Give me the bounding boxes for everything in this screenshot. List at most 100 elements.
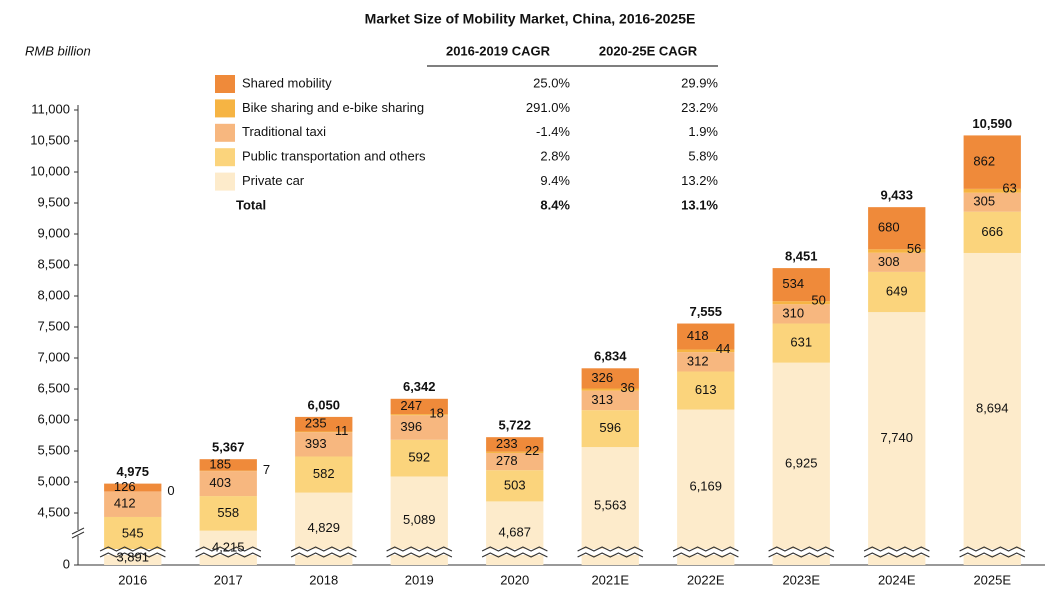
- value-label: 396: [400, 419, 422, 434]
- bar-segment: [295, 416, 353, 432]
- x-tick-label: 2024E: [878, 572, 916, 587]
- axis-break: [71, 531, 85, 539]
- value-label: 4,687: [498, 525, 531, 540]
- bar-segment: [677, 323, 735, 350]
- bar-segment: [677, 352, 735, 372]
- cagr-value: 25.0%: [533, 75, 570, 90]
- y-tick-label: 7,500: [37, 318, 70, 333]
- value-label: 5,563: [594, 497, 627, 512]
- bar-segment: [104, 516, 162, 551]
- bar-break: [481, 546, 548, 552]
- bar-break-gap: [864, 549, 930, 555]
- y-tick-label: 10,500: [30, 132, 70, 147]
- bar-break: [959, 546, 1026, 552]
- y-tick-label: 0: [63, 556, 70, 571]
- total-label: 6,342: [403, 379, 436, 394]
- bar-segment: [486, 470, 544, 502]
- value-label: 503: [504, 477, 526, 492]
- bar-segment: [772, 304, 830, 324]
- bar-break: [672, 546, 739, 552]
- x-tick-label: 2020: [500, 572, 529, 587]
- legend-swatch: [215, 75, 235, 93]
- bar-break-gap: [195, 549, 261, 555]
- value-label: 6,169: [689, 479, 722, 494]
- bar-break-gap: [577, 549, 643, 555]
- value-label: 3,891: [116, 549, 149, 564]
- bar-segment: [390, 439, 448, 477]
- value-label: 558: [217, 505, 239, 520]
- value-label: 36: [620, 380, 634, 395]
- value-label: 4,829: [307, 520, 340, 535]
- axis-break: [71, 527, 85, 535]
- bar-break: [99, 552, 166, 558]
- total-label: 5,722: [498, 418, 531, 433]
- bar-segment: [868, 312, 926, 565]
- cagr-value: 29.9%: [681, 75, 718, 90]
- total-label: 9,433: [880, 188, 913, 203]
- value-label: 126: [114, 479, 136, 494]
- y-tick-label: 6,500: [37, 380, 70, 395]
- bar-break-gap: [291, 549, 357, 555]
- bar-break: [386, 552, 453, 558]
- bar-segment: [772, 301, 830, 305]
- bar-segment: [390, 398, 448, 415]
- value-label: 313: [591, 392, 613, 407]
- value-label: 403: [209, 475, 231, 490]
- value-label: 233: [496, 436, 518, 451]
- bar-segment: [963, 211, 1021, 253]
- bar-segment: [677, 371, 735, 410]
- cagr-value: 13.2%: [681, 173, 718, 188]
- bar-segment: [390, 415, 448, 440]
- legend-swatch: [215, 172, 235, 191]
- y-tick-label: 4,500: [37, 504, 70, 519]
- bar-break: [290, 546, 357, 552]
- bar-break: [768, 546, 835, 552]
- value-label: 582: [313, 466, 335, 481]
- legend-label: Traditional taxi: [242, 124, 326, 139]
- bar-break-gap: [100, 549, 166, 555]
- table-header: 2016-2019 CAGR: [446, 43, 551, 58]
- value-label: 326: [591, 370, 613, 385]
- y-tick-label: 5,000: [37, 473, 70, 488]
- legend-label: Bike sharing and e-bike sharing: [242, 100, 424, 115]
- value-label: 235: [305, 416, 327, 431]
- value-label: 7: [263, 462, 270, 477]
- bar-segment: [868, 207, 926, 250]
- bar-segment: [486, 451, 544, 453]
- value-label: 418: [687, 328, 709, 343]
- bar-segment: [772, 362, 830, 565]
- bar-break: [577, 552, 644, 558]
- value-label: 247: [400, 398, 422, 413]
- value-label: 18: [429, 406, 443, 421]
- value-label: 596: [599, 420, 621, 435]
- bar-segment: [486, 452, 544, 471]
- value-label: 5,089: [403, 512, 436, 527]
- bar-segment: [199, 471, 257, 497]
- y-tick-label: 8,000: [37, 287, 70, 302]
- bar-segment: [963, 135, 1021, 189]
- cagr-value: 9.4%: [540, 173, 570, 188]
- cagr-value: 23.2%: [681, 100, 718, 115]
- cagr-value: 5.8%: [688, 149, 718, 164]
- bar-segment: [581, 410, 639, 448]
- table-total-cagr: 8.4%: [540, 197, 570, 212]
- y-tick-label: 7,000: [37, 349, 70, 364]
- y-tick-label: 10,000: [30, 163, 70, 178]
- y-tick-label: 9,000: [37, 225, 70, 240]
- bar-segment: [295, 456, 353, 493]
- value-label: 56: [907, 241, 921, 256]
- bar-segment: [295, 432, 353, 457]
- bar-segment: [963, 192, 1021, 212]
- bar-segment: [772, 323, 830, 363]
- table-header: 2020-25E CAGR: [599, 43, 698, 58]
- legend-label: Private car: [242, 173, 305, 188]
- value-label: 666: [981, 224, 1003, 239]
- bar-segment: [868, 249, 926, 253]
- bar-break-gap: [673, 549, 739, 555]
- value-label: 680: [878, 220, 900, 235]
- total-label: 6,050: [307, 397, 340, 412]
- bar-segment: [868, 271, 926, 313]
- bar-segment: [390, 414, 448, 416]
- bar-break-gap: [959, 549, 1025, 555]
- bar-break: [672, 552, 739, 558]
